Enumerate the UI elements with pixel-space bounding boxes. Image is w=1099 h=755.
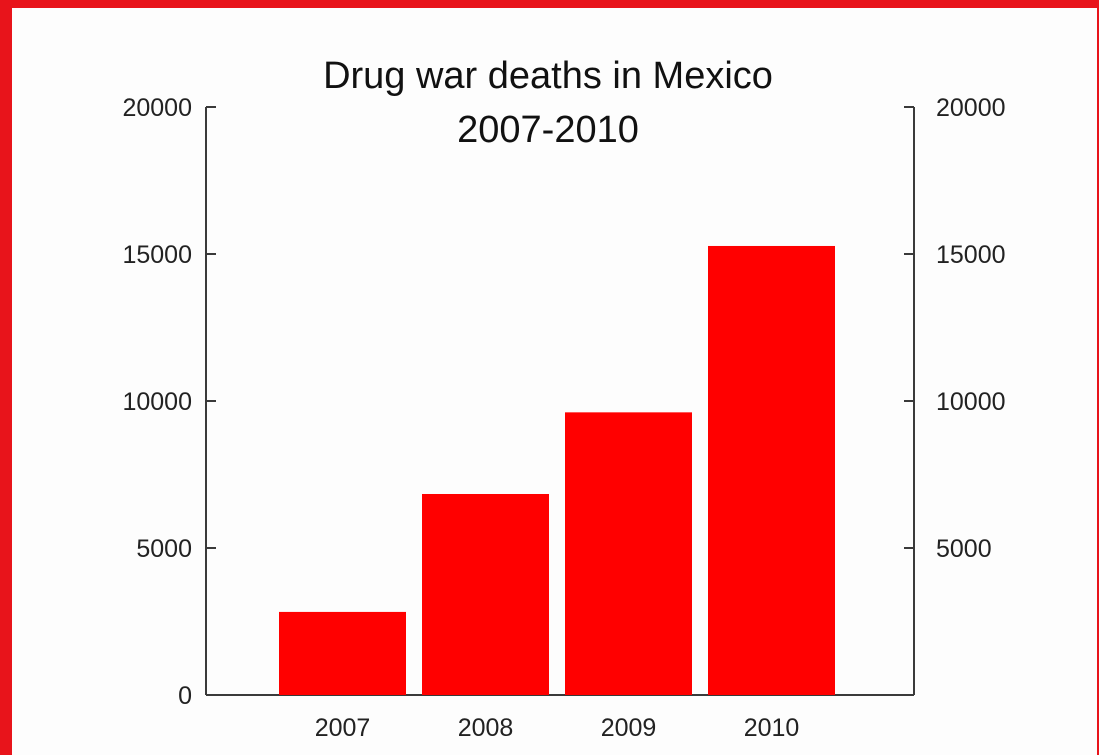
left-tick-label: 10000: [122, 388, 192, 416]
right-tick-label: 20000: [936, 94, 1006, 122]
bars: [279, 245, 835, 695]
right-tick-label: 5000: [936, 535, 992, 563]
left-tick-label: 15000: [122, 241, 192, 269]
bar-2007: [279, 611, 406, 695]
x-tick-label: 2008: [458, 714, 514, 742]
left-tick-label: 0: [178, 682, 192, 710]
bar-2009: [565, 412, 692, 695]
left-tick-label: 5000: [136, 535, 192, 563]
x-tick-label: 2009: [601, 714, 657, 742]
x-tick-label: 2010: [744, 714, 800, 742]
axes: [205, 106, 915, 696]
x-tick-label: 2007: [315, 714, 371, 742]
left-tick-label: 20000: [122, 94, 192, 122]
bar-2008: [422, 493, 549, 695]
chart-title-line-1: Drug war deaths in Mexico: [323, 55, 773, 97]
bar-2010: [708, 245, 835, 695]
right-tick-label: 10000: [936, 388, 1006, 416]
right-tick-label: 15000: [936, 241, 1006, 269]
tick-labels: 0 5000 10000 15000 20000 5000 10000 15000 20000 2…: [122, 94, 1005, 742]
chart-title-line-2: 2007-2010: [457, 109, 639, 151]
